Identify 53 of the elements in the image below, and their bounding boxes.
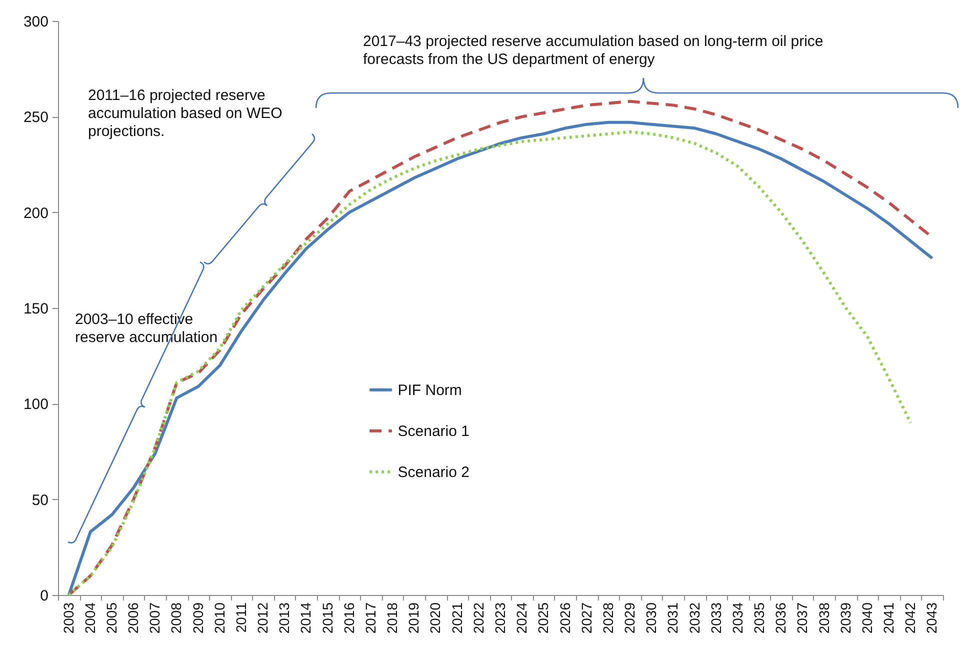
x-tick-label: 2008 [168,602,184,634]
legend-label: Scenario 2 [398,464,470,481]
x-tick-label: 2016 [340,602,357,634]
x-tick-label: 2026 [556,602,573,634]
y-tick-label: 100 [23,396,48,414]
x-tick-label: 2004 [82,602,98,634]
x-tick-label: 2039 [837,602,854,634]
y-tick-label: 0 [40,588,48,604]
y-tick-label: 250 [23,109,48,126]
legend-label: Scenario 1 [398,422,470,440]
x-tick-label: 2034 [729,602,746,634]
x-tick-label: 2038 [816,602,832,634]
x-tick-label: 2025 [535,602,552,634]
x-tick-label: 2017 [362,602,378,634]
x-tick-label: 2012 [254,602,271,634]
x-tick-label: 2030 [643,602,660,634]
y-tick-label: 300 [23,14,48,30]
x-tick-label: 2027 [578,602,594,634]
x-tick-label: 2032 [686,602,702,634]
x-tick-label: 2042 [902,602,918,634]
x-tick-label: 2005 [103,602,120,634]
x-tick-label: 2019 [406,602,422,634]
x-tick-label: 2029 [622,602,638,634]
x-tick-label: 2007 [146,602,163,634]
annotation: 2011–16 projected reserve accumulation based on WEO projections. [88,87,282,140]
x-tick-label: 2024 [514,602,530,634]
x-tick-label: 2031 [664,602,681,634]
x-tick-label: 2033 [708,602,724,634]
x-tick-label: 2023 [492,602,508,634]
x-tick-label: 2015 [319,602,336,634]
x-tick-label: 2010 [211,602,228,634]
x-tick-label: 2041 [880,602,897,634]
x-tick-label: 2035 [751,602,768,634]
y-tick-label: 50 [32,492,48,509]
x-tick-label: 2022 [470,602,486,634]
x-tick-label: 2003 [60,602,76,634]
x-tick-label: 2021 [448,602,465,634]
x-tick-label: 2020 [427,602,444,634]
annotation: 2017–43 projected reserve accumulation based on long-term oil price forecasts from the US department of energy [363,33,824,68]
x-tick-label: 2037 [794,602,810,634]
x-tick-label: 2028 [600,602,616,634]
x-tick-label: 2011 [232,602,249,633]
x-tick-label: 2013 [276,602,292,634]
x-tick-label: 2040 [858,602,875,634]
x-tick-label: 2018 [384,602,400,634]
x-tick-label: 2014 [298,602,314,634]
legend-label: PIF Norm [398,382,462,399]
y-tick-label: 150 [23,300,48,318]
x-tick-label: 2043 [924,602,940,634]
x-tick-label: 2006 [125,602,142,634]
x-tick-label: 2009 [190,602,206,634]
x-tick-label: 2036 [772,602,789,634]
y-tick-label: 200 [23,204,48,222]
